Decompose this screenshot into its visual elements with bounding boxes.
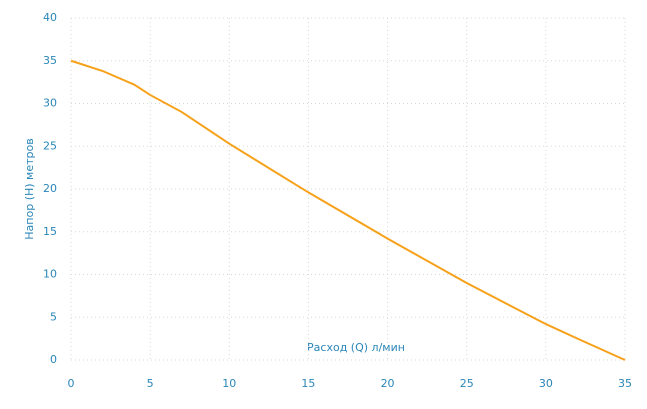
x-tick-label: 30 <box>539 377 553 390</box>
y-tick-label: 35 <box>43 54 57 67</box>
x-tick-label: 5 <box>147 377 154 390</box>
y-tick-label: 20 <box>43 182 57 195</box>
y-axis-label: Напор (H) метров <box>23 138 36 239</box>
x-axis-label: Расход (Q) л/мин <box>307 341 405 354</box>
y-tick-label: 15 <box>43 225 57 238</box>
x-tick-label: 0 <box>68 377 75 390</box>
x-tick-label: 25 <box>460 377 474 390</box>
x-tick-label: 35 <box>618 377 632 390</box>
y-tick-label: 0 <box>50 353 57 366</box>
x-tick-label: 20 <box>381 377 395 390</box>
y-tick-label: 25 <box>43 139 57 152</box>
y-tick-label: 30 <box>43 97 57 110</box>
x-tick-label: 10 <box>222 377 236 390</box>
y-tick-label: 40 <box>43 11 57 24</box>
x-tick-label: 15 <box>301 377 315 390</box>
y-tick-label: 5 <box>50 310 57 323</box>
data-line <box>70 59 626 361</box>
y-tick-label: 10 <box>43 268 57 281</box>
